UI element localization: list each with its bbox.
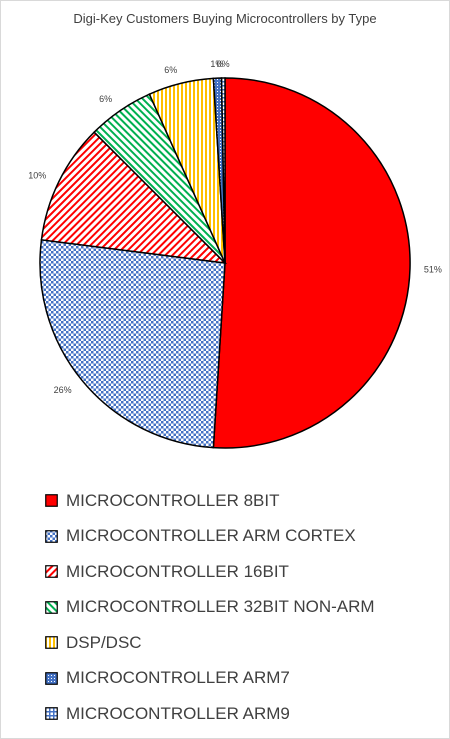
pie-slice-microcontroller-arm-cortex [39,238,226,449]
legend-swatch-microcontroller-arm7 [45,671,58,685]
chart-title: Digi-Key Customers Buying Microcontrolle… [73,11,377,26]
pie-slice-microcontroller-8bit [212,77,411,449]
pie-chart: 51% 26% 10% 6% 6% 1%0% [28,59,442,449]
legend-label: MICROCONTROLLER ARM7 [66,668,290,688]
chart-legend: MICROCONTROLLER 8BIT MICROCONTROLLER ARM … [45,483,375,732]
legend-item-microcontroller-arm-cortex: MICROCONTROLLER ARM CORTEX [45,519,375,555]
legend-label: DSP/DSC [66,632,142,652]
pie-label-microcontroller-arm7: 1% [210,59,223,69]
legend-label: MICROCONTROLLER ARM CORTEX [66,526,356,546]
pie-label-dsp-dsc: 6% [164,65,177,75]
legend-item-microcontroller-arm7: MICROCONTROLLER ARM7 [45,661,375,697]
legend-label: MICROCONTROLLER 8BIT [66,490,280,510]
legend-swatch-microcontroller-arm-cortex [45,529,58,543]
legend-label: MICROCONTROLLER 16BIT [66,561,289,581]
pie-label-microcontroller-8bit: 51% [424,264,442,274]
pie-slice-microcontroller-16bit [40,131,228,265]
legend-swatch-microcontroller-16bit [45,565,58,579]
legend-item-microcontroller-16bit: MICROCONTROLLER 16BIT [45,554,375,590]
legend-item-microcontroller-32bit-non-arm: MICROCONTROLLER 32BIT NON-ARM [45,590,375,626]
legend-swatch-microcontroller-arm9 [45,707,58,721]
pie-label-microcontroller-arm-cortex: 26% [54,385,72,395]
pie-label-microcontroller-arm9: 0% [217,59,230,69]
pie-percent-labels: 51% 26% 10% 6% 6% 1%0% [28,59,442,395]
pie-label-microcontroller-16bit: 10% [28,171,46,181]
pie-label-microcontroller-32bit-non-arm: 6% [99,94,112,104]
legend-item-microcontroller-arm9: MICROCONTROLLER ARM9 [45,696,375,732]
legend-swatch-microcontroller-8bit [45,494,58,508]
legend-swatch-dsp-dsc [45,636,58,650]
legend-item-dsp-dsc: DSP/DSC [45,625,375,661]
pie-slice-microcontroller-arm9 [220,77,226,264]
legend-label: MICROCONTROLLER 32BIT NON-ARM [66,597,375,617]
pie-slices [39,77,411,449]
legend-item-microcontroller-8bit: MICROCONTROLLER 8BIT [45,483,375,519]
legend-label: MICROCONTROLLER ARM9 [66,703,290,723]
legend-swatch-microcontroller-32bit-non-arm [45,600,58,614]
